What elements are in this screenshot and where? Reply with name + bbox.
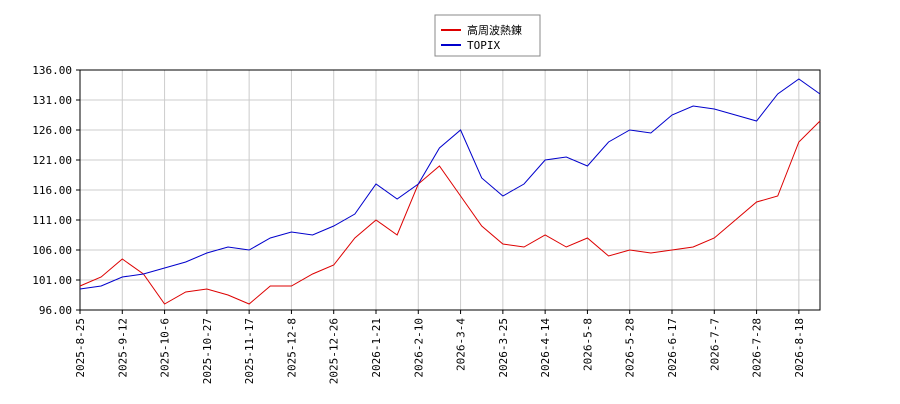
x-tick-label: 2026-6-17 xyxy=(666,318,679,378)
x-tick-label: 2026-8-18 xyxy=(793,318,806,378)
x-tick-label: 2025-10-27 xyxy=(201,318,214,384)
y-tick-label: 136.00 xyxy=(32,64,72,77)
legend-box xyxy=(434,14,541,57)
plot-frame xyxy=(79,69,821,311)
x-tick-label: 2025-11-17 xyxy=(243,318,256,384)
x-tick-label: 2025-12-26 xyxy=(328,318,341,384)
x-tick-label: 2025-12-8 xyxy=(285,318,298,378)
legend-label: 高周波熱錬 xyxy=(467,23,522,37)
y-tick-label: 116.00 xyxy=(32,184,72,197)
x-tick-label: 2026-5-28 xyxy=(624,318,637,378)
y-tick-label: 111.00 xyxy=(32,214,72,227)
x-tick-label: 2026-2-10 xyxy=(412,318,425,378)
x-tick-label: 2026-7-28 xyxy=(751,318,764,378)
x-tick-label: 2026-5-8 xyxy=(581,318,594,371)
y-tick-label: 126.00 xyxy=(32,124,72,137)
series-line xyxy=(79,78,821,290)
x-tick-label: 2026-3-4 xyxy=(455,318,468,371)
y-tick-label: 96.00 xyxy=(39,304,72,317)
x-tick-label: 2025-10-6 xyxy=(159,318,172,378)
x-tick-label: 2025-9-12 xyxy=(116,318,129,378)
series-line xyxy=(79,120,821,305)
y-tick-label: 121.00 xyxy=(32,154,72,167)
x-tick-label: 2025-8-25 xyxy=(74,318,87,378)
x-tick-label: 2026-7-7 xyxy=(708,318,721,371)
x-tick-label: 2026-4-14 xyxy=(539,318,552,378)
legend-label: TOPIX xyxy=(467,39,500,52)
y-tick-label: 101.00 xyxy=(32,274,72,287)
y-tick-label: 106.00 xyxy=(32,244,72,257)
x-tick-label: 2026-1-21 xyxy=(370,318,383,378)
x-tick-label: 2026-3-25 xyxy=(497,318,510,378)
y-tick-label: 131.00 xyxy=(32,94,72,107)
